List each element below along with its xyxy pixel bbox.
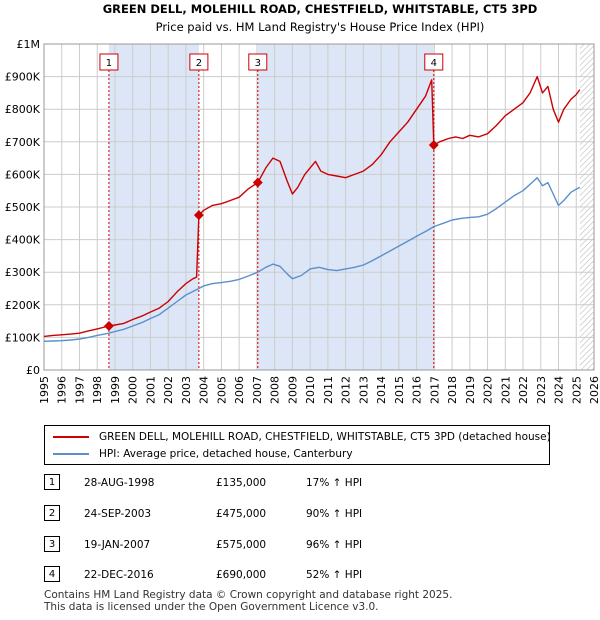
- sale-point: [193, 210, 204, 221]
- x-tick-label: 1998: [91, 376, 104, 404]
- sale-hpi-change: 90% ↑ HPI: [306, 508, 363, 520]
- footer-attribution: Contains HM Land Registry data © Crown c…: [44, 589, 452, 613]
- sale-hpi-change: 96% ↑ HPI: [306, 539, 363, 551]
- y-tick-label: £800K: [5, 103, 41, 116]
- y-tick-label: £700K: [5, 136, 41, 149]
- sale-point: [428, 140, 439, 151]
- legend: GREEN DELL, MOLEHILL ROAD, CHESTFIELD, W…: [44, 425, 551, 465]
- x-tick-label: 2025: [570, 376, 583, 404]
- x-tick-label: 2016: [411, 376, 424, 404]
- plot-frame: [43, 43, 595, 371]
- x-tick-label: 2022: [517, 376, 530, 404]
- x-tick-label: 1997: [73, 376, 86, 404]
- sale-number-box: [99, 53, 119, 71]
- sale-number-badge: 2: [44, 505, 60, 521]
- x-tick-label: 1995: [38, 376, 51, 404]
- x-tick-label: 2012: [340, 376, 353, 404]
- legend-label-property: GREEN DELL, MOLEHILL ROAD, CHESTFIELD, W…: [99, 431, 551, 443]
- x-tick-label: 2018: [446, 376, 459, 404]
- sale-date: 24-SEP-2003: [84, 508, 152, 520]
- table-row: 2 24-SEP-2003 £475,000 90% ↑ HPI: [44, 504, 564, 524]
- x-tick-label: 1996: [56, 376, 69, 404]
- sale-hpi-change: 52% ↑ HPI: [306, 569, 363, 581]
- sale-date: 19-JAN-2007: [84, 539, 151, 551]
- x-tick-label: 2021: [499, 376, 512, 404]
- x-tick-label: 2023: [535, 376, 548, 404]
- sale-number-label: 3: [255, 58, 261, 69]
- x-tick-label: 2019: [464, 376, 477, 404]
- sale-price: £475,000: [216, 508, 267, 520]
- sale-number-box: [189, 53, 209, 71]
- sale-date: 28-AUG-1998: [84, 477, 155, 489]
- property-price-line: [43, 75, 581, 338]
- x-tick-label: 2013: [357, 376, 370, 404]
- y-tick-label: £500K: [5, 201, 41, 214]
- x-tick-label: 1999: [109, 376, 122, 404]
- hpi-line: [43, 177, 581, 342]
- x-tick-label: 2002: [162, 376, 175, 404]
- x-tick-label: 2008: [269, 376, 282, 404]
- y-tick-label: £400K: [5, 234, 41, 247]
- table-row: 1 28-AUG-1998 £135,000 17% ↑ HPI: [44, 473, 564, 493]
- sale-number-box: [248, 53, 268, 71]
- sale-number-badge: 1: [44, 474, 60, 490]
- x-tick-label: 2014: [375, 376, 388, 404]
- x-tick-label: 2015: [393, 376, 406, 404]
- sale-number-badge: 4: [44, 566, 60, 582]
- footer-copyright: Contains HM Land Registry data © Crown c…: [44, 589, 453, 601]
- legend-item-property: GREEN DELL, MOLEHILL ROAD, CHESTFIELD, W…: [53, 429, 551, 445]
- sale-number-label: 1: [106, 58, 112, 69]
- sale-number-badge: 3: [44, 536, 60, 552]
- x-tick-label: 2005: [215, 376, 228, 404]
- x-tick-label: 2001: [144, 376, 157, 404]
- x-tick-label: 2007: [251, 376, 264, 404]
- table-row: 4 22-DEC-2016 £690,000 52% ↑ HPI: [44, 565, 564, 585]
- legend-swatch-property: [53, 436, 89, 438]
- x-tick-label: 2017: [428, 376, 441, 404]
- chart-title: GREEN DELL, MOLEHILL ROAD, CHESTFIELD, W…: [103, 2, 538, 16]
- y-tick-label: £1M: [17, 38, 41, 51]
- chart-subtitle: Price paid vs. HM Land Registry's House …: [156, 20, 485, 34]
- x-tick-label: 2006: [233, 376, 246, 404]
- y-tick-label: £100K: [5, 331, 41, 344]
- y-tick-label: £600K: [5, 168, 41, 181]
- sale-price: £135,000: [216, 477, 267, 489]
- footer-licence: This data is licensed under the Open Gov…: [44, 601, 379, 613]
- x-tick-label: 2026: [588, 376, 600, 404]
- table-row: 3 19-JAN-2007 £575,000 96% ↑ HPI: [44, 535, 564, 555]
- y-tick-label: £200K: [5, 299, 41, 312]
- price-chart: GREEN DELL, MOLEHILL ROAD, CHESTFIELD, W…: [5, 2, 600, 404]
- x-tick-label: 2000: [127, 376, 140, 404]
- sale-hpi-change: 17% ↑ HPI: [306, 477, 363, 489]
- y-tick-label: £0: [26, 364, 40, 377]
- legend-item-hpi: HPI: Average price, detached house, Cant…: [53, 446, 353, 462]
- sale-number-label: 2: [196, 58, 202, 69]
- y-tick-label: £300K: [5, 266, 41, 279]
- sale-price: £690,000: [216, 569, 267, 581]
- legend-label-hpi: HPI: Average price, detached house, Cant…: [99, 448, 353, 460]
- x-tick-label: 2010: [304, 376, 317, 404]
- sale-date: 22-DEC-2016: [84, 569, 154, 581]
- x-tick-label: 2020: [482, 376, 495, 404]
- x-tick-label: 2011: [322, 376, 335, 404]
- sale-number-label: 4: [431, 58, 437, 69]
- x-tick-label: 2003: [180, 376, 193, 404]
- sale-price: £575,000: [216, 539, 267, 551]
- x-tick-label: 2009: [286, 376, 299, 404]
- x-tick-label: 2004: [198, 376, 211, 404]
- sale-number-box: [424, 53, 444, 71]
- y-tick-label: £900K: [5, 71, 41, 84]
- x-tick-label: 2024: [553, 376, 566, 404]
- legend-swatch-hpi: [53, 453, 89, 455]
